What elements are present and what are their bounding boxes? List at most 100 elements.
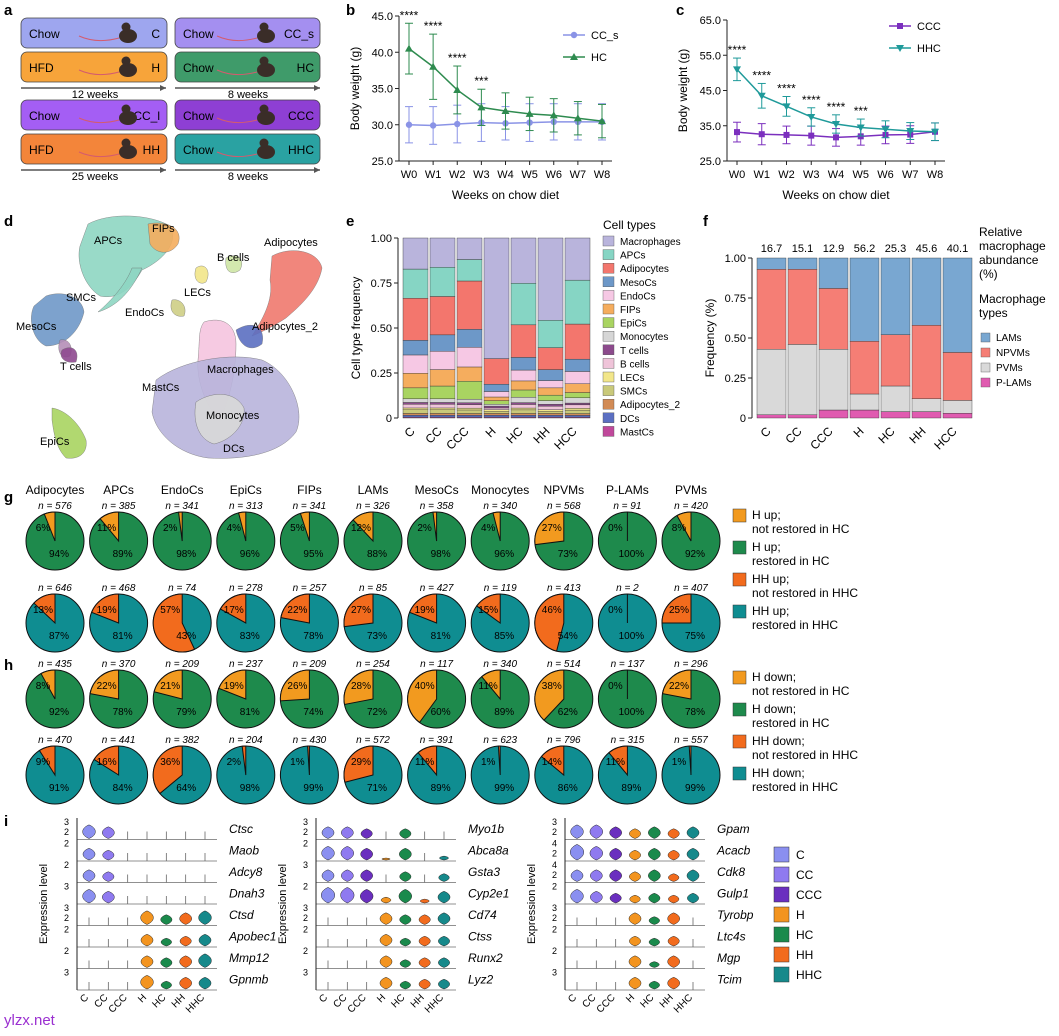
umap-label: T cells [60, 361, 92, 373]
pie-n-label: n = 209 [293, 659, 327, 670]
mouse-head [259, 22, 269, 32]
legend-label: Adipocytes [620, 264, 669, 275]
legend-swatch [732, 572, 747, 587]
bar-segment [510, 237, 537, 284]
pie-value-label: 0% [608, 681, 623, 692]
umap-label: LECs [184, 287, 211, 299]
bar-segment [429, 407, 456, 410]
legend-marker [570, 53, 578, 60]
violin-shape [102, 871, 115, 882]
violin-shape [419, 898, 430, 904]
gene-label: Tyrobp [717, 908, 754, 922]
panel-letter-g: g [4, 489, 13, 506]
duration-label: 8 weeks [228, 171, 269, 183]
y-tick-label: 2 [552, 913, 557, 923]
violin-shape [418, 914, 431, 925]
bar-segment [483, 400, 510, 405]
data-point [573, 114, 582, 122]
group-label: HC [297, 61, 315, 75]
legend-label: NPVMs [996, 348, 1030, 359]
legend-label: restored in HHC [752, 780, 838, 794]
violin-shape [570, 824, 584, 839]
pie-value-label: 89% [621, 783, 641, 794]
violin-shape [102, 826, 115, 839]
diet-box [174, 51, 321, 83]
data-point [429, 62, 438, 70]
violin-shape [686, 848, 700, 861]
gene-label: Acacb [716, 844, 751, 858]
data-point [832, 120, 840, 128]
bar-segment [564, 237, 591, 281]
y-tick-label: 2 [303, 925, 308, 935]
data-point [734, 129, 740, 136]
pie-n-label: n = 91 [613, 501, 641, 512]
legend-swatch [732, 766, 747, 781]
x-tick-label: W5 [853, 169, 870, 181]
bar-segment [537, 409, 564, 412]
panel-letter-a: a [4, 2, 13, 19]
bar-segment [564, 323, 591, 360]
legend-swatch [732, 670, 747, 685]
legend-label: H [796, 908, 805, 922]
pie-value-label: 92% [49, 707, 69, 718]
mouse-tail [216, 117, 258, 124]
x-tick-label: HC [875, 424, 897, 446]
bar-segment [537, 415, 564, 418]
gene-label: Ctsc [229, 822, 253, 836]
mouse-body [257, 111, 275, 125]
y-tick-label: 1.00 [725, 253, 746, 265]
pie-value-label: 60% [431, 707, 451, 718]
pie-value-label: 11% [479, 681, 498, 692]
y-axis-title: Expression level [277, 864, 289, 944]
pie-value-label: 25% [669, 605, 689, 616]
y-tick-label: 3 [64, 968, 69, 978]
y-tick-label: 2 [552, 946, 557, 956]
violin-shape [629, 935, 641, 947]
bar-segment [537, 380, 564, 389]
umap-label: Monocytes [206, 410, 260, 422]
pie-value-label: 11% [415, 757, 434, 768]
y-tick-label: 3 [64, 817, 69, 827]
data-point [598, 117, 606, 125]
pie-slice [152, 593, 196, 653]
legend-swatch [980, 377, 991, 388]
diet-box [174, 133, 321, 165]
y-axis-title: Expression level [38, 864, 50, 944]
panel-letter-d: d [4, 213, 13, 230]
data-point [549, 111, 558, 119]
y-tick-label: 3 [552, 968, 557, 978]
pie-value-label: 94% [49, 549, 69, 560]
pie-slice [99, 511, 120, 543]
legend-label: restored in HC [752, 554, 830, 568]
pie-n-label: n = 576 [38, 501, 72, 512]
violin-shape [140, 955, 154, 968]
pie-slice [661, 593, 692, 624]
data-point [931, 128, 939, 136]
gene-label: Cd74 [468, 908, 497, 922]
pie-n-label: n = 391 [420, 735, 454, 746]
y-tick-label: 3 [64, 903, 69, 913]
y-tick-label: 0.25 [371, 368, 392, 380]
group-label: CCC [288, 109, 314, 123]
pie-n-label: n = 441 [102, 735, 136, 746]
y-axis-title: Frequency (%) [703, 299, 717, 378]
bar-segment [510, 402, 537, 405]
violin-shape [628, 912, 642, 925]
violin-shape [609, 892, 622, 904]
violin-shape [629, 849, 641, 861]
violin-shape [667, 912, 680, 925]
y-tick-label: 4 [552, 860, 557, 870]
x-tick-label: W7 [570, 169, 587, 181]
pie-slice [407, 669, 438, 724]
violin-shape [629, 871, 641, 882]
bar-segment [456, 259, 483, 282]
x-tick-label: CCC [595, 992, 618, 1015]
legend-swatch [602, 235, 615, 247]
violin-shape [360, 828, 373, 839]
x-tick-label: W6 [877, 169, 894, 181]
legend-label: HH [796, 948, 813, 962]
umap-label: EpiCs [40, 436, 70, 448]
gene-label: Abca8a [467, 844, 509, 858]
